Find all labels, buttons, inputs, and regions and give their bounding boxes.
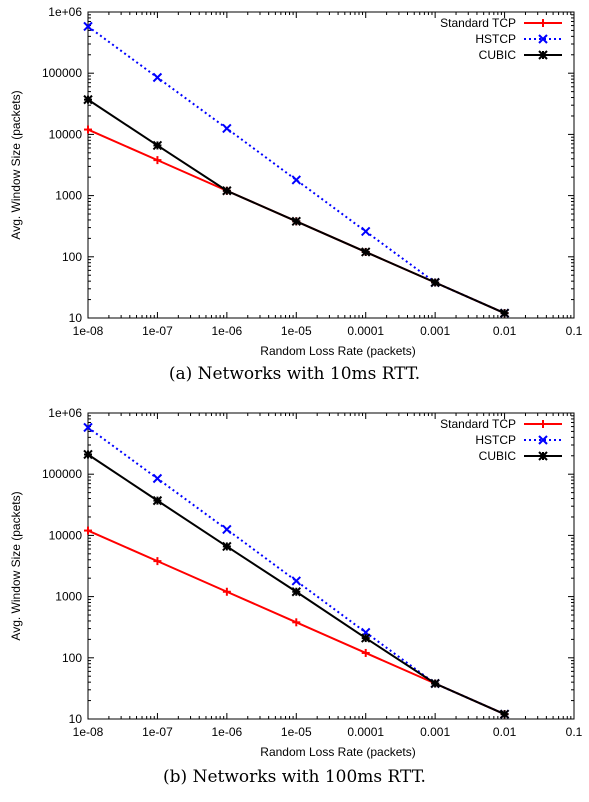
data-point bbox=[153, 557, 162, 566]
plot-frame bbox=[87, 412, 575, 720]
data-point bbox=[83, 422, 93, 433]
x-tick-label: 1e-05 bbox=[281, 324, 312, 338]
y-tick-label: 100000 bbox=[42, 467, 82, 481]
data-point bbox=[291, 587, 301, 597]
legend-label: HSTCP bbox=[475, 433, 516, 447]
x-tick-label: 1e-06 bbox=[212, 725, 243, 739]
data-point bbox=[291, 216, 301, 227]
data-point bbox=[499, 308, 510, 318]
y-tick-label: 100 bbox=[62, 250, 82, 264]
series-cubic bbox=[83, 94, 510, 318]
data-point bbox=[152, 495, 163, 506]
series-hstcp bbox=[83, 21, 510, 318]
x-tick-label: 1e-05 bbox=[281, 725, 312, 739]
x-axis-label: Random Loss Rate (packets) bbox=[260, 745, 415, 759]
y-axis-label: Avg. Window Size (packets) bbox=[9, 491, 23, 640]
data-point bbox=[222, 541, 232, 552]
x-tick-label: 0.001 bbox=[420, 725, 450, 739]
data-point bbox=[152, 72, 163, 83]
x-tick-label: 1e-07 bbox=[142, 725, 173, 739]
series-line bbox=[87, 25, 505, 315]
data-point bbox=[361, 633, 371, 643]
y-tick-label: 10 bbox=[69, 311, 83, 325]
series-line bbox=[87, 98, 505, 315]
legend-label: CUBIC bbox=[479, 48, 517, 62]
data-point bbox=[499, 709, 510, 719]
chart-panel-b: 10 100 1000 10000 100000 1e+06 1e-08 1e-07 1e-06… bbox=[0, 401, 589, 802]
y-tick-label: 100 bbox=[62, 651, 82, 665]
legend-marker bbox=[538, 435, 548, 445]
legend-label: Standard TCP bbox=[440, 417, 516, 431]
y-tick-label: 1e+06 bbox=[48, 406, 82, 420]
x-tick-label: 0.0001 bbox=[347, 725, 384, 739]
x-tick-label: 0.01 bbox=[493, 324, 517, 338]
x-tick-label: 1e-07 bbox=[142, 324, 173, 338]
legend-marker bbox=[539, 19, 547, 27]
plot-frame bbox=[87, 11, 575, 319]
x-tick-label: 0.01 bbox=[493, 725, 517, 739]
y-axis-label: Avg. Window Size (packets) bbox=[9, 90, 23, 239]
legend-label: HSTCP bbox=[475, 32, 516, 46]
data-point bbox=[84, 526, 92, 535]
y-tick-label: 1e+06 bbox=[48, 5, 82, 19]
x-tick-label: 0.1 bbox=[566, 725, 583, 739]
series-line bbox=[87, 426, 505, 716]
y-tick-label: 1000 bbox=[55, 189, 82, 203]
legend-marker bbox=[539, 420, 547, 428]
x-axis-label: Random Loss Rate (packets) bbox=[260, 344, 415, 358]
legend-marker bbox=[538, 451, 548, 461]
y-tick-label: 100000 bbox=[42, 66, 82, 80]
legend-marker bbox=[538, 50, 548, 60]
legend-marker bbox=[538, 34, 548, 44]
legend: Standard TCP HSTCP CUBIC bbox=[440, 16, 562, 62]
caption-a: (a) Networks with 10ms RTT. bbox=[168, 364, 421, 384]
x-tick-label: 0.1 bbox=[566, 324, 583, 338]
x-tick-label: 1e-08 bbox=[73, 324, 104, 338]
data-point bbox=[83, 94, 93, 105]
y-tick-label: 10 bbox=[69, 712, 83, 726]
y-tick-label: 10000 bbox=[49, 127, 83, 141]
data-point bbox=[361, 247, 371, 257]
data-point bbox=[430, 277, 440, 288]
series-cubic bbox=[83, 449, 510, 719]
data-point bbox=[430, 678, 440, 689]
series-hstcp bbox=[83, 422, 510, 719]
data-point bbox=[292, 618, 301, 627]
data-point bbox=[222, 524, 232, 535]
caption-b: (b) Networks with 100ms RTT. bbox=[163, 767, 426, 787]
series-line bbox=[87, 453, 505, 716]
x-tick-label: 0.001 bbox=[420, 324, 450, 338]
series-standard-tcp bbox=[84, 526, 509, 719]
data-point bbox=[222, 186, 232, 196]
data-point bbox=[361, 648, 370, 657]
data-point bbox=[361, 226, 371, 237]
data-point bbox=[222, 587, 231, 596]
data-point bbox=[84, 125, 92, 134]
legend: Standard TCP HSTCP CUBIC bbox=[440, 417, 562, 463]
chart-a: 10 100 1000 10000 100000 1e+06 1e-08 1e-07 1e-06… bbox=[9, 5, 583, 358]
y-tick-label: 1000 bbox=[55, 590, 82, 604]
legend-label: Standard TCP bbox=[440, 16, 516, 30]
y-tick-label: 10000 bbox=[49, 528, 83, 542]
data-point bbox=[83, 449, 93, 460]
chart-b: 10 100 1000 10000 100000 1e+06 1e-08 1e-07 1e-06… bbox=[9, 406, 583, 759]
data-point bbox=[291, 576, 301, 586]
x-tick-label: 1e-06 bbox=[212, 324, 243, 338]
legend-label: CUBIC bbox=[479, 449, 517, 463]
data-point bbox=[153, 156, 162, 165]
data-point bbox=[152, 473, 163, 484]
data-point bbox=[83, 21, 93, 32]
chart-panel-a: 10 100 1000 10000 100000 1e+06 1e-08 1e-07 1e-06… bbox=[9, 5, 583, 384]
x-tick-label: 0.0001 bbox=[347, 324, 384, 338]
data-point bbox=[291, 175, 301, 185]
x-tick-label: 1e-08 bbox=[73, 725, 104, 739]
data-point bbox=[222, 123, 232, 134]
data-point bbox=[152, 140, 163, 151]
